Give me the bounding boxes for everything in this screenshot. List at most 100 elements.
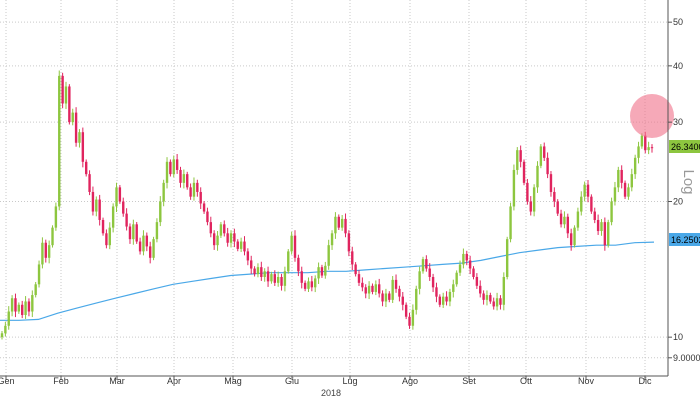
candle-body bbox=[175, 159, 179, 170]
candle-body bbox=[37, 264, 41, 285]
candle-body bbox=[519, 150, 522, 162]
candle-body bbox=[502, 276, 506, 305]
candle-body bbox=[613, 187, 617, 202]
y-tick-label: 30 bbox=[673, 117, 683, 127]
candle-body bbox=[644, 135, 647, 151]
candle-body bbox=[441, 296, 445, 305]
candle-body bbox=[364, 287, 367, 294]
candle-body bbox=[98, 199, 101, 220]
candle-body bbox=[526, 182, 529, 202]
last-price-tag bbox=[669, 140, 700, 153]
candle-body bbox=[64, 86, 68, 104]
candle-body bbox=[600, 222, 603, 232]
candle-body bbox=[465, 253, 468, 261]
y-tick-label: 10 bbox=[673, 332, 683, 342]
candle-body bbox=[586, 184, 590, 197]
candle-body bbox=[388, 293, 391, 300]
candle-body bbox=[7, 311, 10, 326]
candle-body bbox=[199, 191, 202, 204]
candle-body bbox=[300, 271, 303, 283]
candle-body bbox=[17, 304, 21, 312]
candle-body bbox=[206, 211, 209, 223]
candle-body bbox=[21, 304, 24, 315]
candle-body bbox=[84, 161, 88, 175]
candle-body bbox=[438, 296, 442, 305]
candle-body bbox=[303, 282, 307, 289]
candle-body bbox=[532, 187, 536, 212]
candle-body bbox=[404, 304, 408, 317]
candle-body bbox=[293, 235, 297, 258]
candle-body bbox=[583, 184, 586, 197]
y-tick-label: 50 bbox=[673, 17, 683, 27]
candle-body bbox=[172, 159, 175, 175]
candle-body bbox=[516, 150, 519, 170]
candle-body bbox=[448, 291, 452, 302]
candle-body bbox=[435, 287, 438, 297]
candle-body bbox=[239, 241, 243, 249]
candle-body bbox=[118, 187, 122, 202]
candle-body bbox=[563, 216, 566, 225]
highlight-layer bbox=[630, 94, 674, 138]
candle-body bbox=[125, 213, 128, 227]
candle-body bbox=[512, 169, 516, 207]
candle-body bbox=[186, 174, 189, 188]
x-tick-label: Set bbox=[462, 376, 476, 386]
candle-body bbox=[307, 281, 310, 289]
moving-average-layer bbox=[0, 241, 655, 321]
y-tick-label: 20 bbox=[673, 197, 683, 207]
candle-body bbox=[411, 309, 415, 326]
candle-body bbox=[209, 222, 213, 234]
candle-body bbox=[41, 242, 44, 265]
candle-body bbox=[529, 201, 532, 212]
x-axis-ticks: Gen Feb Mar Apr Mag Giu Lug Ago Set Ott Nov Dic bbox=[0, 376, 652, 386]
candle-body bbox=[381, 293, 384, 302]
x-tick-label: Giu bbox=[285, 376, 299, 386]
candle-body bbox=[546, 157, 549, 175]
candle-body bbox=[351, 251, 354, 265]
y-tick-label: 40 bbox=[673, 61, 683, 71]
x-tick-label: Dic bbox=[639, 376, 652, 386]
candle-body bbox=[74, 112, 78, 143]
candle-body bbox=[256, 267, 260, 275]
grid bbox=[0, 0, 668, 376]
candle-body bbox=[34, 284, 37, 296]
candle-body bbox=[337, 216, 340, 228]
candle-body bbox=[155, 222, 159, 240]
x-tick-label: Lug bbox=[342, 376, 357, 386]
candle-body bbox=[81, 132, 85, 162]
last-price-badge: 26.3400 bbox=[669, 140, 700, 153]
candle-body bbox=[78, 132, 81, 143]
candle-body bbox=[260, 267, 263, 277]
candle-body bbox=[576, 211, 580, 228]
candle-body bbox=[54, 206, 58, 228]
candle-body bbox=[105, 233, 108, 246]
moving-average-line bbox=[0, 241, 655, 321]
candle-body bbox=[179, 169, 182, 183]
candle-body bbox=[111, 206, 115, 228]
candle-body bbox=[108, 227, 111, 246]
candle-body bbox=[236, 241, 239, 249]
candle-body bbox=[266, 271, 270, 282]
candle-body bbox=[253, 268, 256, 275]
candle-body bbox=[607, 222, 610, 246]
candle-body bbox=[162, 182, 165, 202]
candle-body bbox=[408, 316, 411, 326]
last-price-label: 26.3400 bbox=[671, 142, 700, 152]
candle-body bbox=[202, 203, 206, 212]
candle-body bbox=[431, 276, 435, 288]
candle-body bbox=[229, 233, 233, 243]
candle-body bbox=[226, 233, 229, 243]
candle-body bbox=[280, 276, 283, 286]
candle-body bbox=[219, 224, 223, 236]
candle-body bbox=[415, 288, 418, 310]
candle-body bbox=[620, 169, 623, 183]
candle-body bbox=[623, 182, 627, 197]
x-tick-label: Feb bbox=[53, 376, 69, 386]
candle-body bbox=[559, 213, 563, 225]
candle-body bbox=[10, 298, 14, 312]
candle-body bbox=[428, 268, 431, 277]
candle-body bbox=[418, 271, 421, 289]
x-tick-label: Mar bbox=[109, 376, 125, 386]
candle-body bbox=[263, 271, 266, 277]
